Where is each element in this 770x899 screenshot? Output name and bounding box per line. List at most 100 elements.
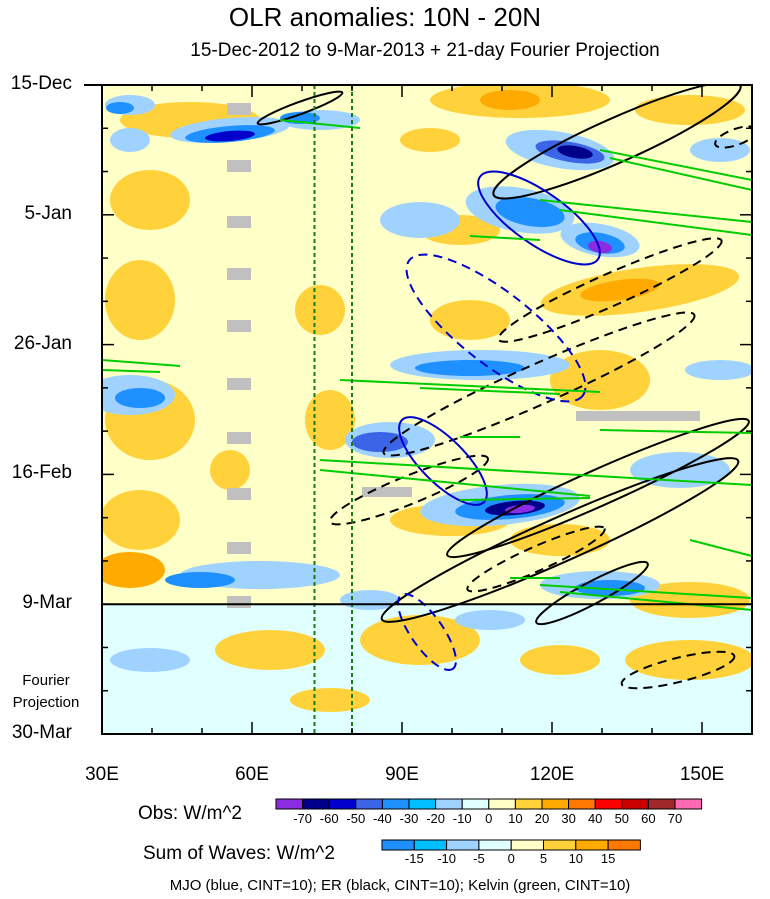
olr-anomaly-patch: [625, 640, 752, 680]
olr-anomaly-patch: [106, 102, 134, 114]
olr-anomaly-patch: [110, 170, 190, 230]
chart-title: OLR anomalies: 10N - 20N: [228, 2, 542, 32]
fourier-projection-label: Fourier Projection: [0, 670, 92, 714]
colorbar-label: -70: [293, 811, 312, 826]
olr-anomaly-patch: [380, 202, 460, 238]
plot-border: [101, 84, 753, 735]
obs-colorbar-title: Obs: W/m^2: [138, 803, 242, 824]
kelvin-contour: [559, 591, 752, 611]
colorbar-label: 0: [507, 851, 515, 866]
olr-anomaly-patch: [580, 278, 660, 302]
colorbar-label: 30: [561, 811, 576, 826]
kelvin-contour: [102, 359, 181, 367]
colorbar-label: 70: [667, 811, 683, 826]
olr-anomaly-patch: [690, 138, 750, 162]
missing-data-cell: [227, 432, 251, 444]
colorbar-label: 40: [587, 811, 603, 826]
colorbar-label: 10: [568, 851, 584, 866]
missing-data-cell: [227, 268, 251, 280]
mjo-contour-positive: [398, 416, 488, 506]
wave-contours: [102, 85, 752, 734]
y-tick-label: 5-Jan: [24, 202, 72, 224]
colorbar-swatch: [575, 839, 609, 851]
olr-anomaly-patch: [630, 582, 750, 618]
colorbar-swatch: [302, 798, 330, 810]
kelvin-contour: [459, 497, 591, 501]
y-tick-label: 26-Jan: [13, 332, 72, 354]
y-tick-label: 15-Dec: [10, 73, 72, 94]
colorbar-label: 5: [539, 851, 548, 866]
kelvin-contour: [599, 429, 752, 434]
olr-anomaly-patch: [305, 390, 355, 450]
x-tick-label: 30E: [85, 764, 119, 785]
colorbar-swatch: [514, 798, 543, 810]
missing-data-cell: [227, 320, 251, 332]
colorbar-swatch: [647, 798, 676, 810]
missing-data-cell: [576, 411, 700, 421]
colorbar-swatch: [355, 798, 383, 810]
colorbar-label: -30: [399, 811, 419, 826]
x-tick-label: 120E: [529, 764, 575, 785]
colorbar-swatch: [328, 798, 357, 810]
colorbar-label: 20: [534, 811, 550, 826]
olr-anomaly-patch: [290, 688, 370, 712]
x-tick-label: 60E: [235, 764, 269, 785]
waves-colorbar: [381, 839, 641, 851]
colorbar-swatch: [543, 839, 577, 851]
kelvin-contour: [319, 469, 591, 497]
mjo-contour-negative: [397, 593, 457, 671]
missing-data-cell: [227, 596, 251, 608]
colorbar-swatch: [541, 798, 570, 810]
kelvin-contour: [689, 539, 752, 557]
colorbar-swatch: [478, 839, 512, 851]
kelvin-contour: [419, 387, 561, 395]
olr-anomaly-patch: [110, 128, 150, 152]
er-contour-positive: [256, 90, 344, 126]
er-contour-negative: [714, 125, 752, 149]
olr-anomaly-patch: [205, 130, 255, 142]
missing-data-cell: [227, 160, 251, 172]
olr-anomaly-patch: [430, 300, 510, 340]
colorbar-label: -20: [426, 811, 445, 826]
colorbar-label: -10: [452, 811, 472, 826]
colorbar-label: 50: [614, 811, 630, 826]
olr-anomaly-patch: [215, 630, 325, 670]
colorbar-label: -15: [404, 851, 424, 866]
colorbar-label: -40: [372, 811, 392, 826]
kelvin-contour: [599, 149, 752, 181]
kelvin-contour: [319, 459, 752, 486]
kelvin-contour: [559, 209, 752, 236]
missing-data-cell: [227, 103, 251, 115]
colorbar-label: -50: [346, 811, 366, 826]
colorbar-swatch: [275, 798, 304, 810]
x-tick-label: 90E: [385, 764, 419, 785]
missing-data-cell: [362, 487, 412, 497]
y-tick-label: 30-Mar: [11, 722, 72, 743]
missing-data-cell: [227, 378, 251, 390]
colorbar-label: -10: [437, 851, 456, 866]
colorbar-label: 10: [508, 811, 523, 826]
missing-data-cell: [227, 542, 251, 554]
colorbar-swatch: [488, 798, 516, 810]
y-tick-label: 9-Mar: [22, 592, 72, 614]
fourier-label-line: Fourier: [22, 672, 70, 689]
plot-frame: [84, 84, 753, 735]
x-tick-label: 150E: [679, 764, 725, 785]
colorbar-label: 15: [600, 851, 616, 866]
kelvin-contour: [469, 235, 541, 241]
kelvin-contour: [609, 157, 752, 191]
kelvin-contour: [539, 584, 752, 599]
colorbar-swatch: [510, 839, 545, 851]
colorbar-swatch: [381, 798, 410, 810]
kelvin-contour: [102, 369, 161, 373]
colorbar-label: 60: [641, 811, 656, 826]
olr-anomaly-patch: [557, 145, 593, 159]
olr-anomaly-patch: [520, 645, 600, 675]
er-contour-negative: [497, 237, 723, 343]
olr-anomaly-patch: [110, 648, 190, 672]
chart-subtitle: 15-Dec-2012 to 9-Mar-2013 + 21-day Fouri…: [190, 40, 660, 61]
er-contour-positive: [535, 560, 649, 626]
olr-anomaly-patch: [635, 95, 745, 125]
colorbar-swatch: [446, 839, 480, 851]
